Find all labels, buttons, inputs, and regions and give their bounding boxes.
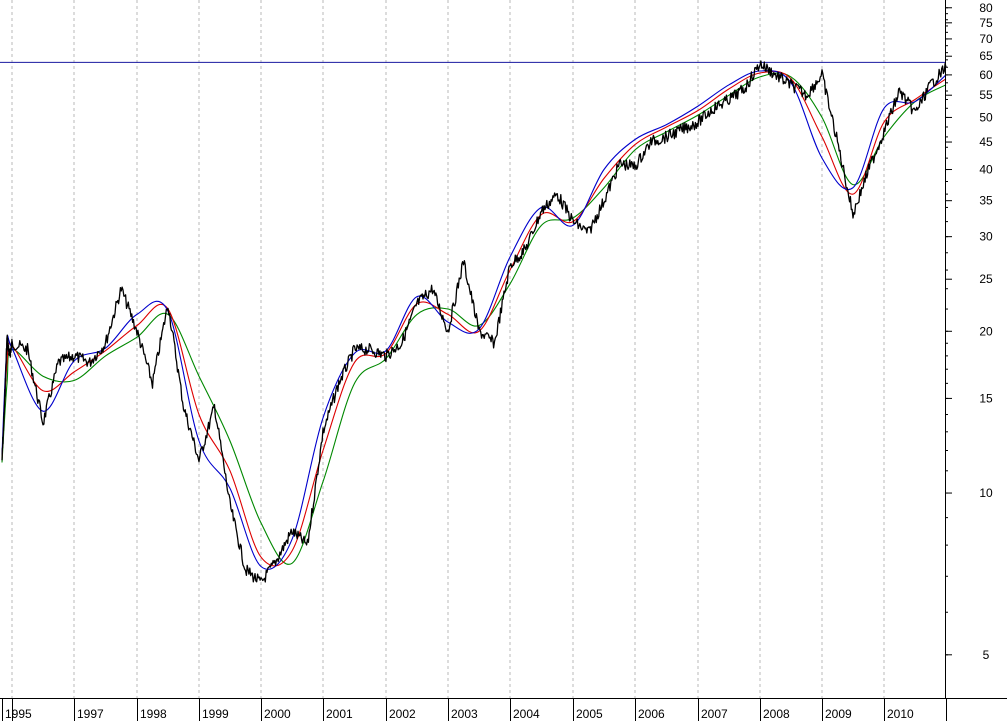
mid-ma-line	[1, 70, 947, 567]
x-tick-label: 2007	[701, 707, 728, 721]
price-series-line	[1, 60, 947, 583]
y-tick-label: 60	[979, 68, 993, 82]
y-tick-label: 30	[979, 230, 993, 244]
series-group	[1, 60, 947, 583]
x-tick-label: 1998	[140, 707, 167, 721]
y-tick-label: 5	[983, 648, 990, 662]
x-tick-label: 2001	[326, 707, 353, 721]
y-tick-label: 40	[979, 163, 993, 177]
y-tick-label: 70	[979, 32, 993, 46]
x-tick-label: 1997	[77, 707, 104, 721]
x-tick-label: 2000	[264, 707, 291, 721]
y-tick-label: 80	[979, 1, 993, 15]
y-tick-label: 15	[979, 391, 993, 405]
x-tick-label: 2004	[513, 707, 540, 721]
x-tick-label: 2005	[576, 707, 603, 721]
y-tick-label: 25	[979, 272, 993, 286]
x-tick-label: 2006	[638, 707, 665, 721]
y-tick-label: 75	[979, 16, 993, 30]
grid-lines	[11, 0, 885, 698]
x-tick-label: 2009	[825, 707, 852, 721]
y-tick-label: 35	[979, 194, 993, 208]
y-tick-label: 10	[979, 486, 993, 500]
y-tick-label: 45	[979, 135, 993, 149]
y-tick-label: 50	[979, 110, 993, 124]
x-tick-label: 1999	[202, 707, 229, 721]
x-tick-label: 2008	[763, 707, 790, 721]
x-tick-label: 2002	[389, 707, 416, 721]
x-tick-label: 1995	[5, 707, 32, 721]
y-tick-label: 20	[979, 324, 993, 338]
x-tick-label: 2010	[887, 707, 914, 721]
y-tick-label: 65	[979, 49, 993, 63]
x-tick-label: 2003	[451, 707, 478, 721]
y-tick-label: 55	[979, 88, 993, 102]
